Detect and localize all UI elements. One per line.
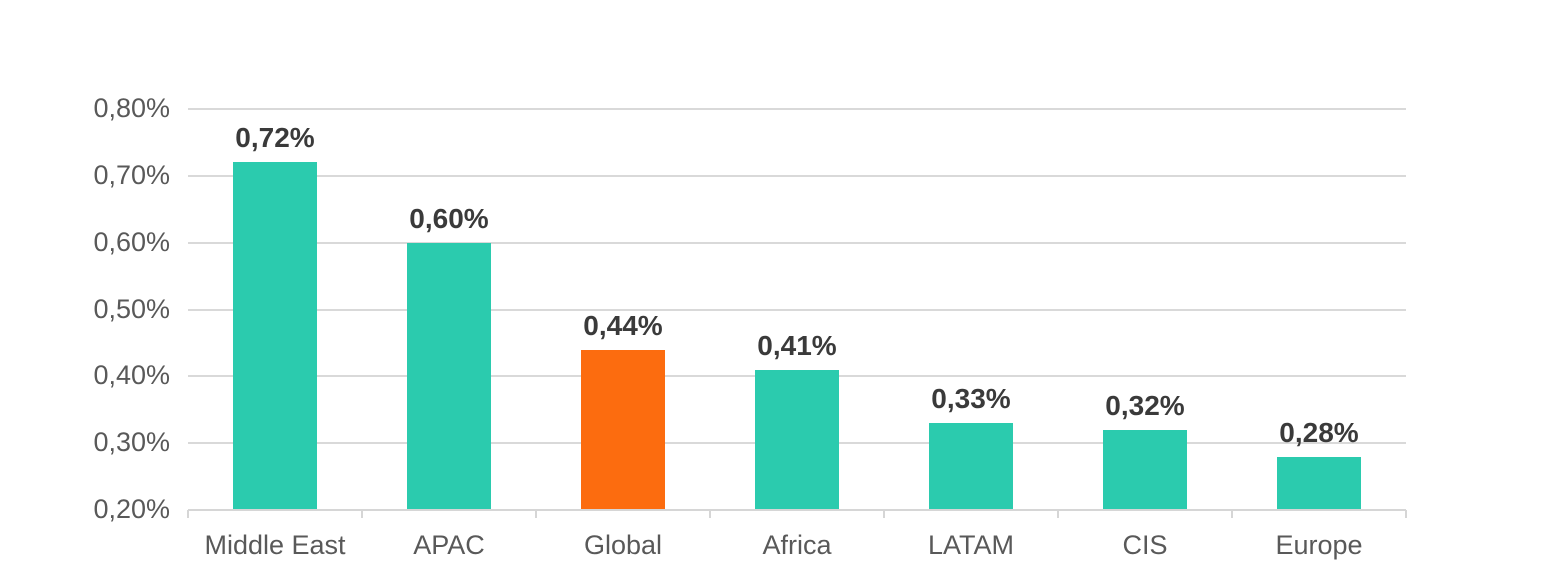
- x-tick-label-cis: CIS: [1122, 530, 1168, 560]
- gridline: [188, 308, 1406, 311]
- y-tick-label: 0,20%: [93, 494, 170, 524]
- x-axis-line: [188, 509, 1406, 511]
- bar-value-label-europe: 0,28%: [1279, 416, 1359, 448]
- y-tick-label: 0,50%: [93, 293, 170, 324]
- bar-value-label-middle-east: 0,72%: [235, 122, 315, 154]
- bar-cis: [1103, 429, 1187, 510]
- gridline: [188, 174, 1406, 177]
- gridline: [188, 241, 1406, 244]
- bar-value-label-apac: 0,60%: [409, 202, 489, 234]
- bar-value-label-africa: 0,41%: [757, 329, 837, 361]
- y-tick-label: 0,70%: [93, 159, 170, 190]
- axis-tick: [535, 510, 537, 518]
- axis-tick: [1057, 510, 1059, 518]
- bar-africa: [755, 369, 839, 510]
- axis-tick: [883, 510, 885, 518]
- bar-apac: [407, 242, 491, 510]
- x-tick-label-latam: LATAM: [927, 530, 1014, 560]
- bar-value-label-latam: 0,33%: [931, 383, 1011, 415]
- x-tick-label-middle-east: Middle East: [204, 530, 346, 560]
- bar-latam: [929, 423, 1013, 510]
- bar-value-label-global: 0,44%: [583, 309, 663, 341]
- x-tick-label-global: Global: [583, 530, 663, 560]
- gridline: [188, 108, 1406, 110]
- y-tick-label: 0,30%: [93, 427, 170, 458]
- axis-tick: [187, 510, 189, 518]
- bar-europe: [1277, 456, 1361, 510]
- bar-middle-east: [233, 162, 317, 510]
- axis-tick: [1231, 510, 1233, 518]
- x-tick-label-europe: Europe: [1275, 530, 1363, 560]
- axis-tick: [1405, 510, 1407, 518]
- y-tick-label: 0,40%: [93, 360, 170, 391]
- x-tick-label-apac: APAC: [413, 530, 485, 560]
- bar-global: [581, 349, 665, 510]
- bar-value-label-cis: 0,32%: [1105, 389, 1185, 421]
- axis-tick: [709, 510, 711, 518]
- axis-tick: [361, 510, 363, 518]
- y-tick-label: 0,60%: [93, 226, 170, 257]
- x-tick-label-africa: Africa: [762, 530, 832, 560]
- y-tick-label: 0,80%: [93, 93, 170, 123]
